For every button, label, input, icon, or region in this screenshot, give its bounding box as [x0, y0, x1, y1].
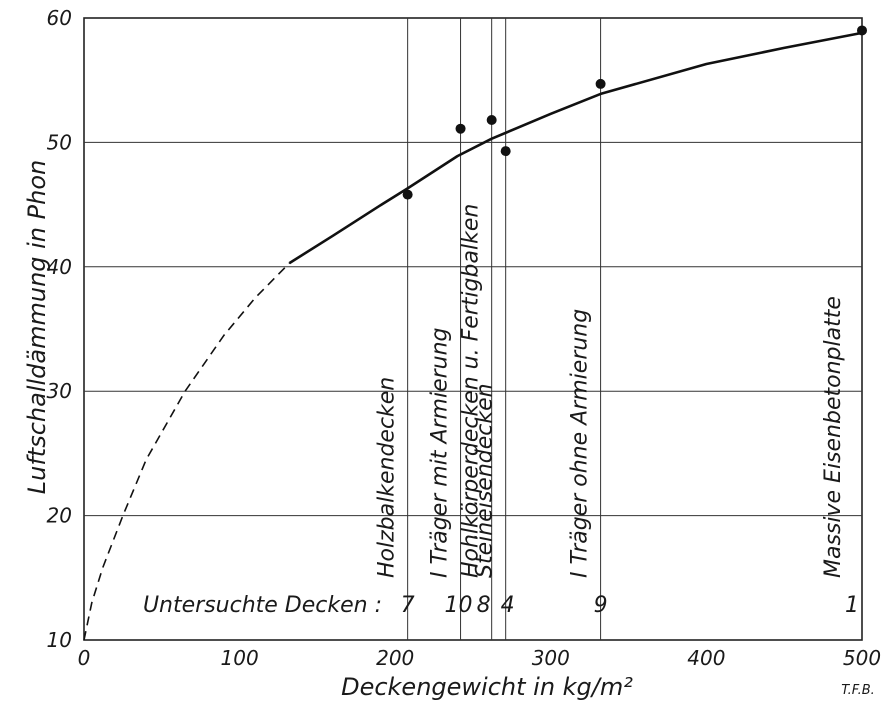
x-tick-label: 400 [687, 646, 725, 670]
reference-label: Holzbalkendecken [375, 377, 400, 578]
x-tick-label: 200 [376, 646, 414, 670]
fit-curve [83, 31, 863, 641]
tested-number: 9 [594, 593, 608, 618]
solid-curve [288, 31, 863, 265]
tested-number: 8 [477, 593, 491, 618]
signature-text: T.F.B. [841, 683, 875, 698]
annotations: Deckengewicht in kg/m² Luftschalldämmung… [23, 160, 875, 701]
tested-number: 7 [401, 593, 415, 618]
tested-number: 1 [845, 593, 859, 618]
reference-label: Massive Eisenbetonplatte [821, 296, 846, 578]
tick-labels: 0 100 200 300 400 500 10 20 30 40 50 60 [47, 6, 882, 670]
reference-label: Hohlkörperdecken u. Fertigbalken [459, 204, 484, 578]
tested-number: 10 [445, 593, 473, 618]
y-tick-label: 50 [47, 130, 72, 154]
tested-number: 4 [501, 593, 515, 618]
x-tick-label: 300 [532, 646, 570, 670]
y-tick-label: 10 [47, 628, 72, 652]
y-tick-label: 30 [47, 379, 72, 403]
reference-label: I Träger ohne Armierung [568, 309, 593, 578]
tested-decks-label: Untersuchte Decken : [143, 593, 382, 618]
x-tick-label: 0 [78, 646, 91, 670]
data-point [500, 146, 511, 157]
reference-label: Steineisendecken [473, 383, 498, 578]
y-tick-label: 20 [47, 504, 72, 528]
data-point [402, 189, 413, 200]
x-tick-label: 500 [843, 646, 881, 670]
data-point [595, 78, 606, 89]
grid [83, 17, 863, 641]
y-tick-label: 40 [47, 255, 72, 279]
dashed-curve [83, 262, 290, 641]
reference-label: I Träger mit Armierung [428, 327, 453, 578]
y-tick-label: 60 [47, 6, 72, 30]
data-point [857, 25, 867, 36]
x-tick-label: 100 [221, 646, 259, 670]
y-axis-title: Luftschalldämmung in Phon [23, 160, 51, 494]
plot-frame [83, 17, 863, 641]
data-point [455, 123, 466, 134]
reference-lines: Holzbalkendecken I Träger mit Armierung Ho… [375, 18, 859, 640]
data-point [486, 115, 497, 126]
data-points [402, 25, 867, 200]
x-axis-title: Deckengewicht in kg/m² [341, 673, 633, 701]
